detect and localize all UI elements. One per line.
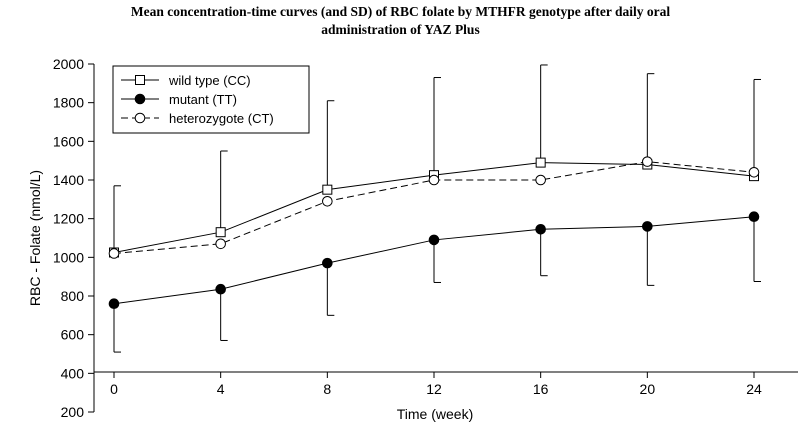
point-ct-0 — [108, 248, 120, 259]
point-ct-12 — [428, 174, 440, 186]
y-tick-label-800: 800 — [61, 288, 85, 304]
legend-label-ct: heterozygote (CT) — [169, 111, 274, 126]
legend-label-tt: mutant (TT) — [169, 92, 237, 107]
point-tt-4 — [215, 283, 226, 295]
point-tt-0 — [108, 298, 120, 310]
chart-title-line-2: administration of YAZ Plus — [321, 22, 480, 37]
point-cc-16 — [535, 157, 546, 168]
x-tick-label-8: 8 — [323, 381, 331, 397]
point-tt-12 — [428, 234, 440, 246]
legend-label-cc: wild type (CC) — [168, 73, 251, 88]
chart-title-line-1: Mean concentration-time curves (and SD) … — [130, 4, 671, 19]
y-tick-label-1800: 1800 — [53, 95, 84, 111]
y-tick-label-200: 200 — [61, 404, 85, 420]
y-tick-label-1200: 1200 — [53, 211, 84, 227]
y-tick-label-1400: 1400 — [53, 172, 84, 188]
x-tick-label-24: 24 — [746, 381, 762, 397]
y-tick-label-400: 400 — [61, 365, 85, 381]
point-tt-24 — [748, 211, 760, 223]
legend-marker-tt — [134, 93, 146, 105]
point-tt-16 — [535, 224, 546, 235]
y-tick-label-600: 600 — [61, 327, 85, 343]
x-tick-label-4: 4 — [217, 381, 225, 397]
y-axis-label: RBC - Folate (nmol/L) — [27, 170, 43, 306]
x-axis-label: Time (week) — [397, 406, 474, 422]
x-tick-label-0: 0 — [110, 381, 118, 397]
x-tick-label-20: 20 — [640, 381, 656, 397]
series-markers — [108, 156, 760, 310]
y-tick-label-1000: 1000 — [53, 249, 84, 265]
y-tick-label-2000: 2000 — [53, 56, 84, 72]
point-tt-8 — [322, 257, 333, 269]
point-ct-24 — [748, 166, 760, 178]
legend-marker-ct — [134, 112, 146, 124]
legend: wild type (CC) mutant (TT) heterozygote (C… — [112, 65, 310, 134]
point-ct-16 — [535, 174, 546, 186]
axes: 200 400 600 800 1000 1200 1400 1600 1800 2000 0 4 8 1… — [53, 56, 798, 420]
error-bars — [113, 64, 761, 353]
point-cc-8 — [322, 184, 333, 195]
x-tick-label-12: 12 — [426, 381, 442, 397]
legend-marker-cc — [135, 75, 145, 85]
x-tick-label-16: 16 — [533, 381, 549, 397]
chart-title: Mean concentration-time curves (and SD) … — [0, 3, 801, 39]
y-tick-label-1600: 1600 — [53, 133, 84, 149]
point-ct-8 — [322, 195, 333, 207]
point-tt-20 — [642, 221, 653, 232]
point-cc-4 — [215, 227, 226, 238]
point-ct-4 — [215, 238, 226, 250]
point-ct-20 — [642, 156, 653, 167]
